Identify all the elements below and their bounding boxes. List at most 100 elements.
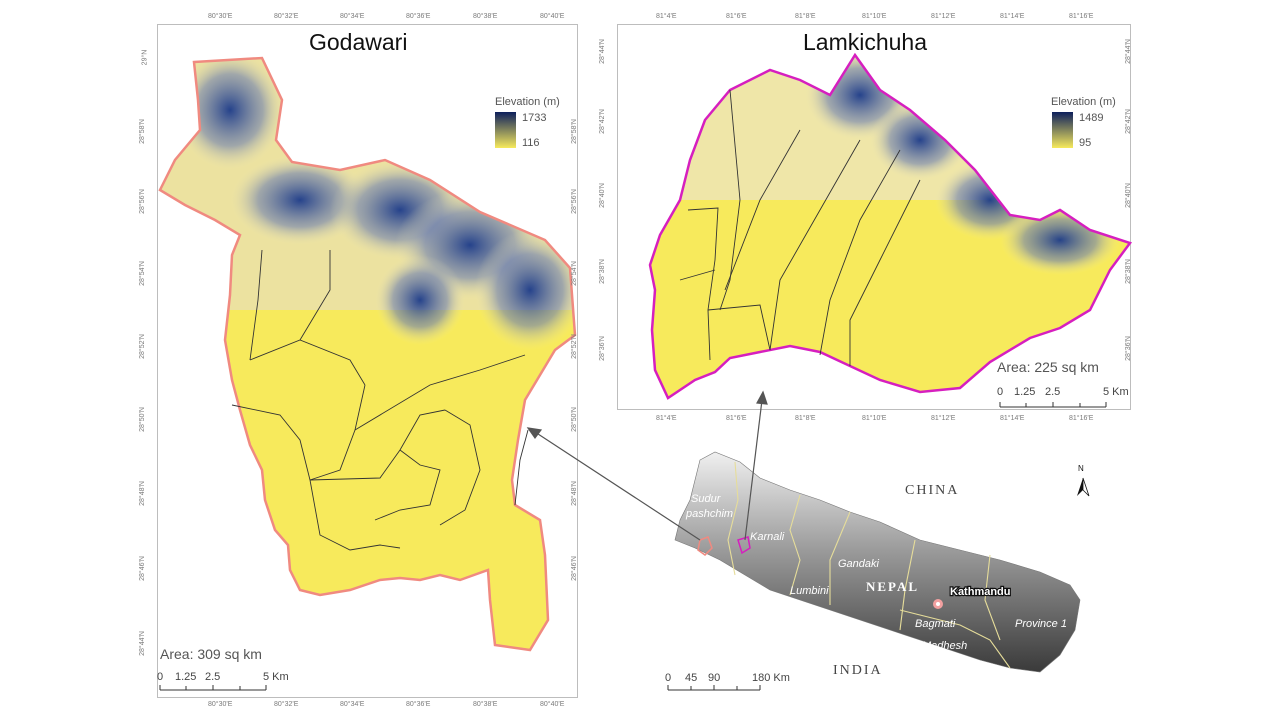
lamki-lat-right-4: 28°36'N — [1124, 336, 1132, 361]
lamki-lat-4: 28°36'N — [598, 336, 606, 361]
godawari-lat-right-2: 28°56'N — [570, 189, 578, 214]
lamki-lat-right-2: 28°40'N — [1124, 183, 1132, 208]
province-boundaries — [727, 461, 1011, 669]
nepal-map — [674, 451, 1081, 673]
godawari-lat-8: 28°44'N — [138, 631, 146, 656]
lamkichuha-title: Lamkichuha — [803, 29, 928, 55]
lamki-lon-bottom-5: 81°14'E — [1000, 415, 1025, 422]
godawari-legend-max: 1733 — [522, 112, 547, 124]
lamki-lat-3: 28°38'N — [598, 259, 606, 284]
godawari-scale-bar — [159, 685, 267, 691]
godawari-lon-bottom-1: 80°32'E — [274, 701, 299, 708]
lamki-lon-top-1: 81°6'E — [726, 13, 747, 20]
lamkichuha-boundary — [648, 52, 1133, 400]
lamki-lon-top-6: 81°16'E — [1069, 13, 1094, 20]
godawari-area: Area: 309 sq km — [160, 646, 262, 662]
lamki-lon-top-3: 81°10'E — [862, 13, 887, 20]
godawari-title: Godawari — [309, 29, 408, 55]
lamki-lon-bottom-2: 81°8'E — [795, 415, 816, 422]
lamki-lon-top-5: 81°14'E — [1000, 13, 1025, 20]
nepal-scale-bar — [667, 685, 761, 691]
nepal-scale-3: 180 Km — [752, 672, 790, 684]
lamki-lat-right-3: 28°38'N — [1124, 259, 1132, 284]
nepal-scale-0: 0 — [665, 672, 671, 684]
godawari-legend-min: 116 — [522, 137, 540, 149]
godawari-lat-0: 29°N — [141, 49, 149, 66]
province-label-province1: Province 1 — [1015, 618, 1067, 630]
godawari-subbasins — [231, 249, 529, 551]
lamki-lon-bottom-4: 81°12'E — [931, 415, 956, 422]
godawari-lat-2: 28°56'N — [138, 189, 146, 214]
godawari-scale-1: 1.25 — [175, 671, 197, 683]
godawari-legend-title: Elevation (m) — [495, 96, 560, 108]
lamki-lon-bottom-1: 81°6'E — [726, 415, 747, 422]
lamkichuha-legend-max: 1489 — [1079, 112, 1104, 124]
locator-arrows — [526, 390, 768, 541]
godawari-scale-3: 5 Km — [263, 671, 289, 683]
lamkichuha-area: Area: 225 sq km — [997, 359, 1099, 375]
godawari-lon-top-5: 80°40'E — [540, 13, 565, 20]
lamkichuha-legend-title: Elevation (m) — [1051, 96, 1116, 108]
nepal-label: NEPAL — [866, 579, 919, 594]
lamki-lat-1: 28°42'N — [598, 109, 606, 134]
province-label-karnali: Karnali — [750, 531, 785, 543]
godawari-legend-ramp — [495, 112, 516, 148]
godawari-lon-top-0: 80°30'E — [208, 13, 233, 20]
lamkichuha-scale-bar — [999, 402, 1107, 408]
lamkichuha-scale-2: 2.5 — [1045, 386, 1061, 398]
godawari-lon-bottom-5: 80°40'E — [540, 701, 565, 708]
godawari-lat-right-3: 28°54'N — [570, 261, 578, 286]
godawari-lat-6: 28°48'N — [138, 481, 146, 506]
godawari-lat-right-5: 28°50'N — [570, 407, 578, 432]
godawari-lat-7: 28°46'N — [138, 556, 146, 581]
godawari-lon-bottom-3: 80°36'E — [406, 701, 431, 708]
godawari-scale-2: 2.5 — [205, 671, 221, 683]
godawari-lon-bottom-0: 80°30'E — [208, 701, 233, 708]
lamkichuha-scale-1: 1.25 — [1014, 386, 1036, 398]
godawari-lat-1: 28°58'N — [138, 119, 146, 144]
godawari-lat-5: 28°50'N — [138, 407, 146, 432]
province-label-gandaki: Gandaki — [838, 558, 880, 570]
godawari-lat-right-4: 28°52'N — [570, 334, 578, 359]
north-label: N — [1078, 464, 1084, 473]
lamki-lon-top-4: 81°12'E — [931, 13, 956, 20]
nepal-scale-2: 90 — [708, 672, 720, 684]
lamki-lon-top-2: 81°8'E — [795, 13, 816, 20]
godawari-lon-top-2: 80°34'E — [340, 13, 365, 20]
nepal-scale-1: 45 — [685, 672, 697, 684]
lamki-lon-bottom-3: 81°10'E — [862, 415, 887, 422]
godawari-lon-top-4: 80°38'E — [473, 13, 498, 20]
godawari-lon-top-1: 80°32'E — [274, 13, 299, 20]
lamki-lat-right-0: 28°44'N — [1124, 39, 1132, 64]
godawari-lon-bottom-4: 80°38'E — [473, 701, 498, 708]
lamkichuha-subbasins — [679, 89, 921, 366]
lamki-lat-right-1: 28°42'N — [1124, 109, 1132, 134]
lamkichuha-scale-3: 5 Km — [1103, 386, 1129, 398]
lamki-lat-0: 28°44'N — [598, 39, 606, 64]
province-label-madhesh: Madhesh — [922, 640, 967, 652]
province-label-pashchim: pashchim — [685, 508, 733, 520]
kathmandu-label: Kathmandu — [950, 586, 1011, 598]
province-label-sudur: Sudur — [691, 493, 722, 505]
lamkichuha-scale-0: 0 — [997, 386, 1004, 398]
godawari-lat-3: 28°54'N — [138, 261, 146, 286]
north-arrow-icon — [1077, 477, 1090, 497]
lamkichuha-legend-min: 95 — [1079, 137, 1092, 149]
godawari-lat-right-7: 28°46'N — [570, 556, 578, 581]
godawari-lon-bottom-2: 80°34'E — [340, 701, 365, 708]
province-label-bagmati: Bagmati — [915, 618, 956, 630]
lamki-lon-top-0: 81°4'E — [656, 13, 677, 20]
china-label: CHINA — [905, 483, 959, 498]
province-label-lumbini: Lumbini — [790, 585, 829, 597]
godawari-lat-4: 28°52'N — [138, 334, 146, 359]
lamkichuha-legend-ramp — [1052, 112, 1073, 148]
india-label: INDIA — [833, 663, 883, 678]
godawari-lon-top-3: 80°36'E — [406, 13, 431, 20]
lamki-lat-2: 28°40'N — [598, 183, 606, 208]
inset-godawari-marker — [697, 536, 713, 556]
godawari-lat-right-6: 28°48'N — [570, 481, 578, 506]
godawari-lat-right-1: 28°58'N — [570, 119, 578, 144]
lamki-lon-bottom-6: 81°16'E — [1069, 415, 1094, 422]
godawari-scale-0: 0 — [157, 671, 164, 683]
